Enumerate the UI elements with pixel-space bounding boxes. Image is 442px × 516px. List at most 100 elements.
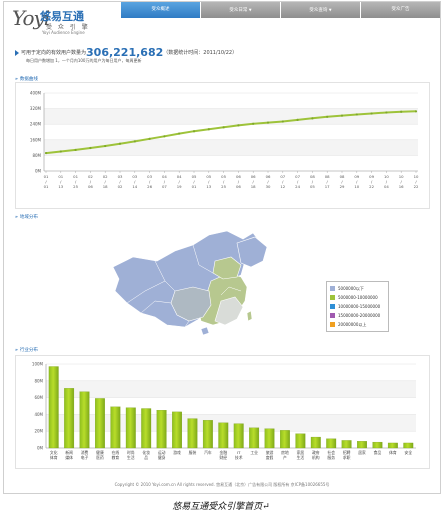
data-point[interactable] — [355, 113, 358, 116]
data-point[interactable] — [385, 111, 388, 114]
category-label-line2: 产 — [283, 455, 287, 460]
data-point[interactable] — [237, 124, 240, 127]
y-tick-label: 400M — [30, 91, 42, 96]
data-point[interactable] — [89, 146, 92, 150]
data-point[interactable] — [414, 110, 418, 113]
bullet-arrow-icon — [15, 49, 19, 56]
bar[interactable] — [295, 433, 306, 449]
data-point[interactable] — [118, 142, 122, 145]
category-label: 健康 — [96, 450, 104, 455]
map-region-taiwan[interactable] — [246, 310, 253, 322]
x-tick-label-sep: / — [60, 179, 62, 184]
data-point[interactable] — [340, 114, 344, 117]
legend-swatch — [330, 304, 335, 309]
x-tick-label-sep: / — [297, 179, 299, 184]
bar[interactable] — [341, 440, 352, 449]
map-region-northeast[interactable] — [236, 236, 268, 268]
bar[interactable] — [202, 420, 213, 449]
data-point[interactable] — [163, 135, 166, 138]
bar[interactable] — [310, 436, 321, 449]
data-point[interactable] — [192, 130, 196, 133]
bar[interactable] — [326, 438, 337, 449]
data-point[interactable] — [207, 128, 210, 131]
x-tick-label-month: 01 — [58, 174, 63, 179]
data-point[interactable] — [222, 126, 225, 129]
x-tick-label-month: 06 — [236, 174, 241, 179]
data-point[interactable] — [311, 117, 314, 120]
main-nav: 受众概述 受众日常 ▼ 受众查询 ▼ 受众广告 — [120, 2, 440, 18]
data-point[interactable] — [59, 150, 62, 153]
bar[interactable] — [357, 441, 367, 449]
grid-band — [46, 431, 416, 448]
category-label: 工业 — [250, 450, 258, 455]
x-tick-label-sep: / — [119, 179, 121, 184]
category-label-line2: 财经 — [219, 455, 227, 460]
data-point[interactable] — [104, 144, 107, 148]
x-tick-label-month: 06 — [251, 174, 256, 179]
bar[interactable] — [372, 441, 383, 449]
bar[interactable] — [187, 418, 198, 449]
data-point[interactable] — [326, 115, 329, 118]
tab-audience-ads[interactable]: 受众广告 — [360, 2, 440, 18]
x-tick-label-day: 06 — [236, 184, 241, 189]
legend-item: 20000000以上 — [330, 320, 385, 329]
logo[interactable]: Yoyi 悠易互通 受 众 引 擎 Yoyi Audience Engine — [12, 6, 92, 40]
bar[interactable] — [264, 428, 275, 449]
bar[interactable] — [218, 422, 229, 449]
map-region-southeast[interactable] — [214, 296, 244, 326]
bar[interactable] — [110, 406, 121, 449]
bar[interactable] — [403, 442, 414, 449]
x-tick-label-month: 09 — [354, 174, 359, 179]
x-tick-label-sep: / — [45, 179, 47, 184]
bar[interactable] — [125, 407, 136, 449]
y-tick-label: 60M — [34, 395, 43, 400]
logo-name: 悠易互通 — [40, 10, 84, 23]
data-point[interactable] — [133, 140, 136, 143]
map-region-central[interactable] — [170, 286, 212, 322]
category-label-line2: 度假 — [266, 455, 274, 460]
data-point[interactable] — [178, 132, 181, 135]
bar[interactable] — [387, 442, 398, 449]
y-tick-label: 100M — [32, 362, 44, 367]
trend-line-chart: 0M80M160M240M320M400M01/0101/1301/2502/0… — [30, 91, 419, 190]
bar[interactable] — [48, 366, 59, 449]
data-point[interactable] — [252, 122, 255, 125]
chevron-down-icon: ▼ — [248, 8, 252, 12]
bar[interactable] — [249, 427, 260, 449]
data-point[interactable] — [370, 112, 373, 115]
category-label: 汽车 — [204, 450, 212, 455]
x-tick-label-sep: / — [105, 179, 107, 184]
x-tick-label-day: 25 — [221, 184, 226, 189]
category-label: 服装 — [189, 450, 197, 455]
bar[interactable] — [95, 398, 105, 449]
x-tick-label-day: 07 — [162, 184, 167, 189]
bar[interactable] — [141, 408, 152, 449]
category-label: 化妆 — [142, 450, 150, 455]
legend-item: 5000000-10000000 — [330, 293, 385, 302]
map-region-hainan[interactable] — [200, 326, 210, 336]
data-point[interactable] — [44, 151, 48, 155]
y-tick-label: 0M — [37, 446, 44, 451]
bar[interactable] — [156, 410, 167, 449]
tab-audience-daily[interactable]: 受众日常 ▼ — [200, 2, 280, 18]
data-point[interactable] — [281, 120, 284, 123]
bar[interactable] — [64, 388, 75, 449]
data-point[interactable] — [266, 121, 270, 124]
x-tick-label-month: 08 — [325, 174, 330, 179]
x-tick-label-day: 02 — [118, 184, 123, 189]
category-label: 新闻 — [65, 450, 73, 455]
data-point[interactable] — [148, 137, 151, 140]
tab-audience-query[interactable]: 受众查询 ▼ — [280, 2, 360, 18]
bar[interactable] — [79, 391, 90, 449]
data-point[interactable] — [74, 148, 77, 152]
industry-chart-panel: 0M 20M 40M 60M 80M 100M 文化 体育 新闻 媒体 消费 电子 健康 医药 在线 教育 时尚… — [15, 355, 430, 469]
bar[interactable] — [233, 423, 244, 449]
category-label-line2: 生活 — [127, 455, 135, 460]
data-point[interactable] — [400, 110, 403, 113]
data-point[interactable] — [296, 118, 299, 122]
tab-audience-overview[interactable]: 受众概述 — [120, 2, 200, 18]
x-tick-label-sep: / — [164, 179, 166, 184]
bar[interactable] — [280, 430, 290, 449]
category-label-line2: 服务 — [327, 455, 335, 460]
bar[interactable] — [172, 411, 182, 449]
